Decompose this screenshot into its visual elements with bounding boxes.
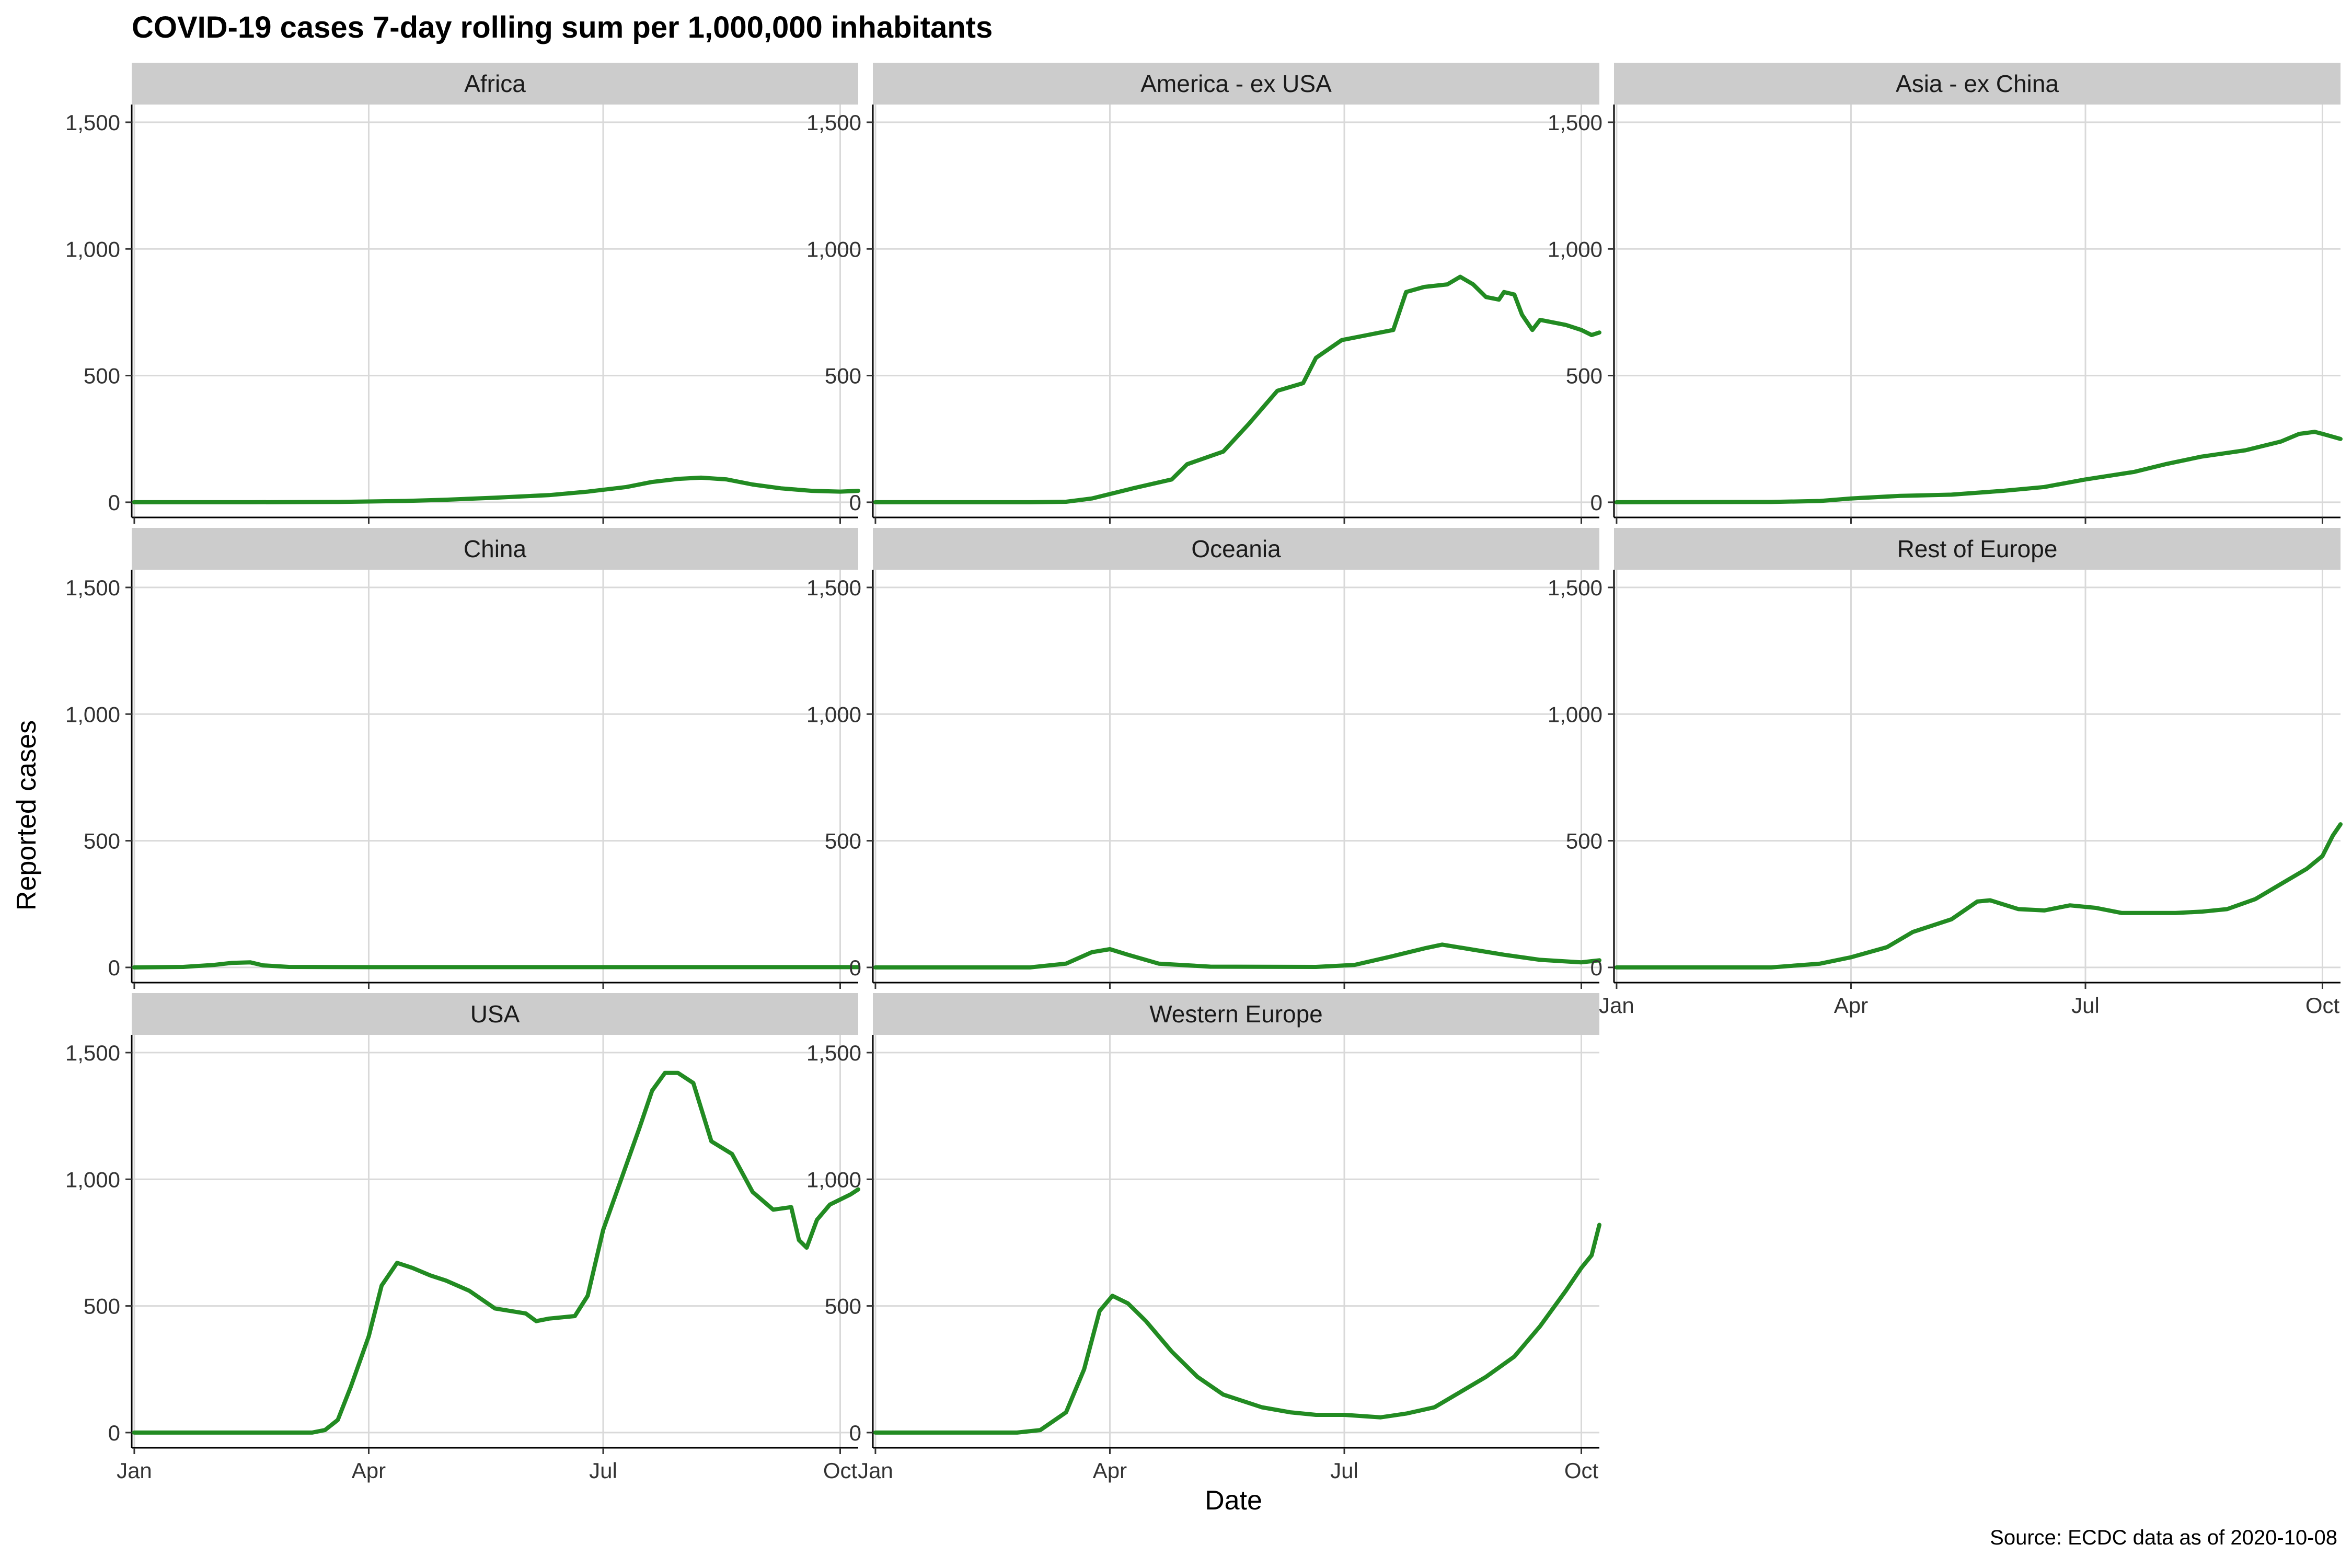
x-tick-label: Jan (1599, 993, 1634, 1018)
series-line-oceania (873, 942, 1601, 970)
strip-label: Oceania (1191, 535, 1281, 562)
x-tick-label: Apr (352, 1458, 386, 1483)
strip-western-europe (873, 993, 1599, 1035)
x-axis-title: Date (1205, 1485, 1262, 1516)
x-tick-label: Apr (1834, 993, 1868, 1018)
y-tick-label: 1,500 (1548, 110, 1602, 135)
panel-oceania: Oceania 0 500 1,000 1,500 (806, 528, 1601, 989)
y-tick-label: 1,500 (65, 575, 120, 600)
y-tick-label: 500 (84, 829, 120, 854)
series-line-africa (132, 475, 860, 504)
strip-asia-ex-china (1614, 63, 2341, 105)
strip-label: China (464, 535, 527, 562)
y-tick-label: 0 (108, 490, 120, 515)
chart-title: COVID-19 cases 7-day rolling sum per 1,0… (132, 10, 993, 44)
y-tick-label: 500 (1566, 364, 1602, 388)
strip-africa (132, 63, 858, 105)
strip-oceania (873, 528, 1599, 570)
chart-caption: Source: ECDC data as of 2020-10-08 (1990, 1526, 2337, 1549)
y-tick-label: 0 (1590, 490, 1602, 515)
y-tick-label: 1,500 (65, 1041, 120, 1065)
y-tick-label: 500 (825, 1294, 861, 1319)
x-tick-label: Oct (1564, 1458, 1599, 1483)
series-line-usa (132, 1070, 860, 1435)
panel-usa: USA 0 500 1,000 1,500 Jan Apr Jul Oct (65, 993, 860, 1483)
y-tick-label: 1,500 (1548, 575, 1602, 600)
y-tick-label: 500 (825, 364, 861, 388)
y-tick-label: 500 (84, 364, 120, 388)
series-line-western-europe (873, 1223, 1601, 1435)
y-tick-label: 1,000 (1548, 702, 1602, 727)
strip-label: Africa (464, 70, 526, 97)
series-line-rest-of-europe (1614, 822, 2343, 970)
y-tick-label: 1,000 (65, 1167, 120, 1192)
x-tick-label: Jul (1330, 1458, 1358, 1483)
series-line-china (132, 960, 860, 970)
x-tick-label: Jul (2071, 993, 2100, 1018)
y-tick-label: 1,000 (806, 702, 861, 727)
y-tick-label: 500 (1566, 829, 1602, 854)
x-tick-label: Jan (858, 1458, 893, 1483)
series-line-asia-ex-china (1614, 430, 2343, 504)
panel-asia-ex-china: Asia - ex China 0 500 1,000 1,500 (1548, 63, 2343, 524)
y-tick-label: 0 (108, 955, 120, 980)
y-tick-label: 1,500 (806, 1041, 861, 1065)
panel-africa: Africa 0 500 1,000 1,500 (65, 63, 860, 524)
strip-label: Rest of Europe (1897, 535, 2058, 562)
strip-label: America - ex USA (1140, 70, 1332, 97)
y-tick-label: 0 (1590, 955, 1602, 980)
x-tick-label: Jan (117, 1458, 152, 1483)
panel-rest-of-europe: Rest of Europe 0 500 1,000 1,500 Jan Apr Jul Oct (1548, 528, 2343, 1018)
y-tick-label: 1,500 (806, 575, 861, 600)
y-tick-label: 1,000 (806, 237, 861, 261)
strip-usa (132, 993, 858, 1035)
y-tick-label: 1,000 (65, 237, 120, 261)
facet-panels: Africa 0 500 1,000 1,500 America - ex USA 0 500… (65, 63, 2343, 1483)
strip-label: Western Europe (1149, 1000, 1323, 1028)
strip-label: Asia - ex China (1896, 70, 2059, 97)
y-tick-label: 1,000 (806, 1167, 861, 1192)
y-tick-label: 0 (849, 1421, 861, 1445)
y-tick-label: 0 (849, 490, 861, 515)
x-tick-label: Apr (1093, 1458, 1127, 1483)
strip-label: USA (470, 1000, 520, 1028)
y-tick-label: 1,000 (65, 702, 120, 727)
y-tick-label: 1,500 (806, 110, 861, 135)
y-tick-label: 0 (108, 1421, 120, 1445)
strip-america-ex-usa (873, 63, 1599, 105)
x-tick-label: Oct (823, 1458, 858, 1483)
panel-america-ex-usa: America - ex USA 0 500 1,000 1,500 (806, 63, 1601, 524)
strip-rest-of-europe (1614, 528, 2341, 570)
panel-western-europe: Western Europe 0 500 1,000 1,500 Jan Apr Jul Oct (806, 993, 1601, 1483)
x-tick-label: Jul (589, 1458, 617, 1483)
y-axis-title: Reported cases (11, 720, 42, 910)
series-line-america-ex-usa (873, 274, 1601, 504)
y-tick-label: 500 (84, 1294, 120, 1319)
y-tick-label: 1,000 (1548, 237, 1602, 261)
strip-china (132, 528, 858, 570)
x-tick-label: Oct (2305, 993, 2340, 1018)
y-tick-label: 0 (849, 955, 861, 980)
y-tick-label: 500 (825, 829, 861, 854)
y-tick-label: 1,500 (65, 110, 120, 135)
panel-china: China 0 500 1,000 1,500 (65, 528, 860, 989)
